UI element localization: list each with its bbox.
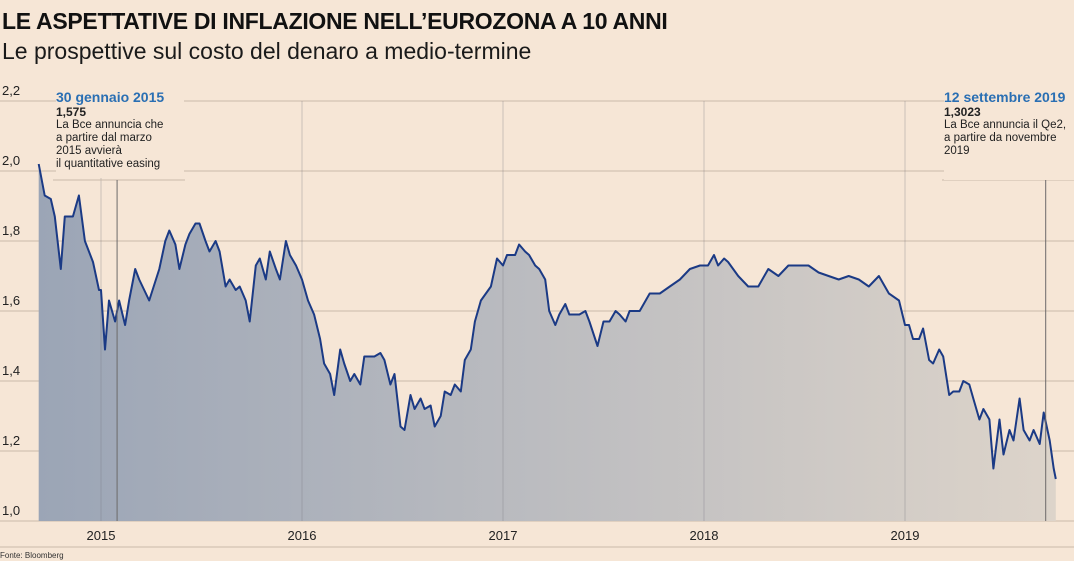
chart-title: LE ASPETTATIVE DI INFLAZIONE NELL’EUROZO…: [2, 8, 668, 34]
annotation-value: 1,575: [56, 105, 87, 119]
x-tick-label: 2018: [690, 528, 719, 543]
series-line: [37, 163, 1057, 480]
y-tick-label: 1,8: [2, 223, 20, 238]
x-tick-label: 2017: [489, 528, 518, 543]
annotation-text-line: il quantitative easing: [56, 158, 161, 170]
annotation-text-line: La Bce annuncia il Qe2,: [944, 119, 1067, 131]
annotation-text-line: 2015 avvierà: [56, 145, 122, 157]
annotation-qe1: 30 gennaio 2015 1,575 La Bce annuncia ch…: [56, 88, 184, 178]
x-tick-label: 2019: [891, 528, 920, 543]
x-tick-label: 2016: [288, 528, 317, 543]
y-tick-label: 1,4: [2, 363, 20, 378]
annotation-date: 12 settembre 2019: [944, 89, 1066, 105]
annotation-text-line: a partire da novembre: [944, 132, 1057, 144]
y-tick-label: 1,2: [2, 433, 20, 448]
chart-subtitle: Le prospettive sul costo del denaro a me…: [2, 38, 532, 64]
annotation-text-line: 2019: [944, 145, 970, 157]
annotation-text-line: La Bce annuncia che: [56, 119, 164, 131]
x-tick-label: 2015: [87, 528, 116, 543]
y-tick-label: 1,6: [2, 293, 20, 308]
y-tick-label: 1,0: [2, 503, 20, 518]
source-note: Fonte: Bloomberg: [0, 551, 64, 560]
annotation-text-line: a partire dal marzo: [56, 132, 152, 144]
annotation-value: 1,3023: [944, 105, 981, 119]
area-fill: [38, 164, 1056, 521]
annotation-qe2: 12 settembre 2019 1,3023 La Bce annuncia…: [944, 88, 1074, 180]
y-tick-label: 2,2: [2, 83, 20, 98]
y-tick-label: 2,0: [2, 153, 20, 168]
annotation-date: 30 gennaio 2015: [56, 89, 165, 105]
